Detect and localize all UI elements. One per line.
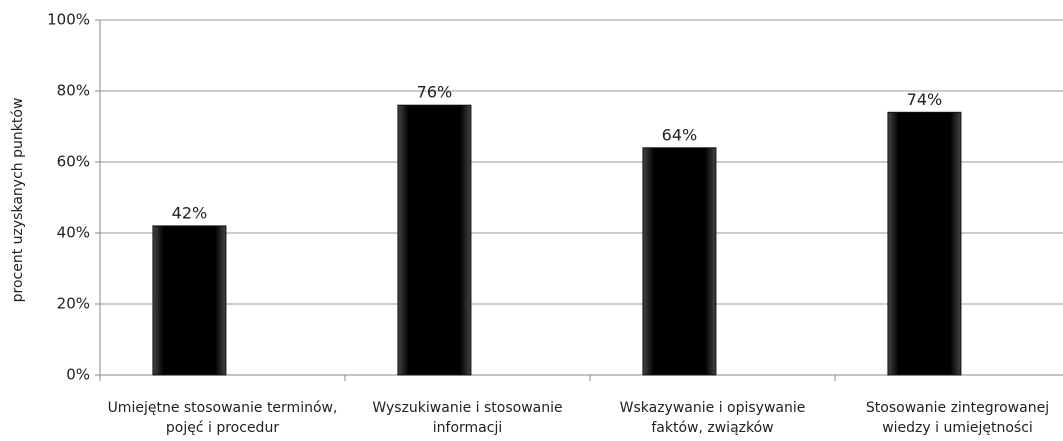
y-tick-label: 80%	[57, 82, 90, 100]
y-tick-label: 40%	[57, 224, 90, 242]
value-label: 42%	[172, 203, 208, 222]
y-axis-title: procent uzyskanych punktów	[10, 98, 26, 303]
x-tick-label: Wskazywanie i opisywanie faktów, związkó…	[619, 400, 806, 436]
bar	[887, 111, 962, 376]
value-label: 74%	[907, 90, 943, 109]
value-label: 76%	[417, 83, 453, 102]
y-tick-label: 100%	[47, 11, 90, 29]
x-tick-label: Stosowanie zintegrowanej wiedzy i umieję…	[865, 400, 1050, 436]
y-tick-label: 0%	[66, 366, 90, 384]
bar	[397, 104, 472, 376]
bar	[642, 147, 717, 376]
y-tick-label: 60%	[57, 153, 90, 171]
x-tick-label: Umiejętne stosowanie terminów, pojęć i p…	[107, 400, 338, 436]
bar	[152, 225, 227, 376]
value-label: 64%	[662, 125, 698, 144]
x-tick-label: Wyszukiwanie i stosowanie informacji	[372, 400, 563, 436]
y-tick-label: 20%	[57, 295, 90, 313]
